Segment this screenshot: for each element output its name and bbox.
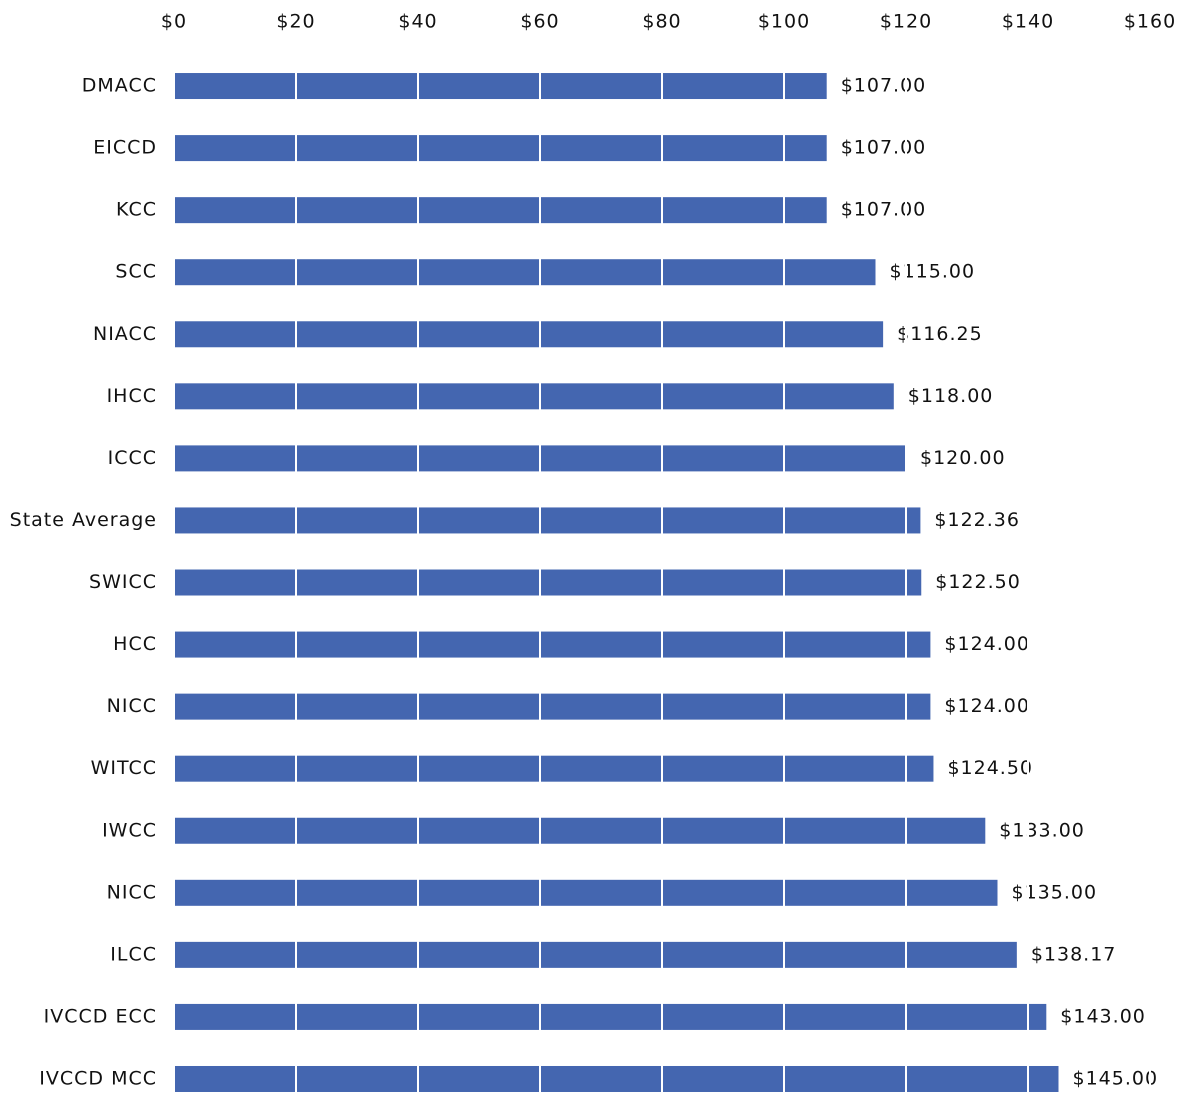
bar [174, 879, 998, 906]
y-tick-label: HCC [113, 633, 157, 655]
x-tick-label: $80 [642, 11, 681, 33]
x-tick-label: $60 [520, 11, 559, 33]
value-label: $143.00 [1060, 1005, 1146, 1027]
bar [174, 507, 921, 534]
y-tick-label: SCC [115, 261, 157, 283]
value-label: $116.25 [897, 323, 983, 345]
y-tick-label: IVCCD ECC [44, 1005, 157, 1027]
value-label: $145.00 [1073, 1067, 1159, 1089]
x-tick-label: $140 [1002, 11, 1054, 33]
bar [174, 817, 986, 844]
value-label: $107.00 [841, 75, 927, 97]
y-tick-label: State Average [10, 509, 157, 531]
value-label: $124.00 [944, 695, 1030, 717]
y-tick-label: IVCCD MCC [39, 1067, 157, 1089]
value-label: $133.00 [999, 819, 1085, 841]
bar [174, 197, 827, 224]
bar [174, 383, 894, 410]
bar [174, 73, 827, 100]
bar [174, 1003, 1047, 1030]
x-tick-label: $120 [880, 11, 932, 33]
bar [174, 1065, 1059, 1092]
y-tick-label: IHCC [107, 385, 157, 407]
bar [174, 693, 931, 720]
y-tick-label: WITCC [91, 757, 157, 779]
bar [174, 135, 827, 162]
x-tick-label: $20 [276, 11, 315, 33]
value-label: $120.00 [920, 447, 1006, 469]
x-tick-label: $40 [398, 11, 437, 33]
x-tick-label: $160 [1124, 11, 1176, 33]
value-label: $115.00 [890, 261, 976, 283]
y-tick-label: IWCC [102, 819, 157, 841]
y-tick-label: ILCC [110, 943, 157, 965]
y-tick-label: NICC [107, 695, 157, 717]
x-tick-label: $0 [161, 11, 187, 33]
y-tick-label: KCC [116, 199, 157, 221]
bar [174, 941, 1017, 968]
value-label: $107.00 [841, 137, 927, 159]
value-label: $124.50 [947, 757, 1033, 779]
bar [174, 631, 931, 658]
y-tick-label: DMACC [82, 75, 157, 97]
bar [174, 259, 876, 286]
bar [174, 321, 884, 348]
value-label: $122.36 [934, 509, 1020, 531]
bar [174, 755, 934, 782]
y-tick-label: NICC [107, 881, 157, 903]
value-label: $118.00 [908, 385, 994, 407]
value-label: $107.00 [841, 199, 927, 221]
value-label: $122.50 [935, 571, 1021, 593]
x-tick-label: $100 [758, 11, 810, 33]
value-label: $124.00 [944, 633, 1030, 655]
y-tick-label: ICCC [108, 447, 157, 469]
y-tick-label: EICCD [93, 137, 157, 159]
bar [174, 569, 922, 596]
y-tick-label: NIACC [93, 323, 157, 345]
value-label: $135.00 [1012, 881, 1098, 903]
value-label: $138.17 [1031, 943, 1117, 965]
y-tick-label: SWICC [89, 571, 157, 593]
